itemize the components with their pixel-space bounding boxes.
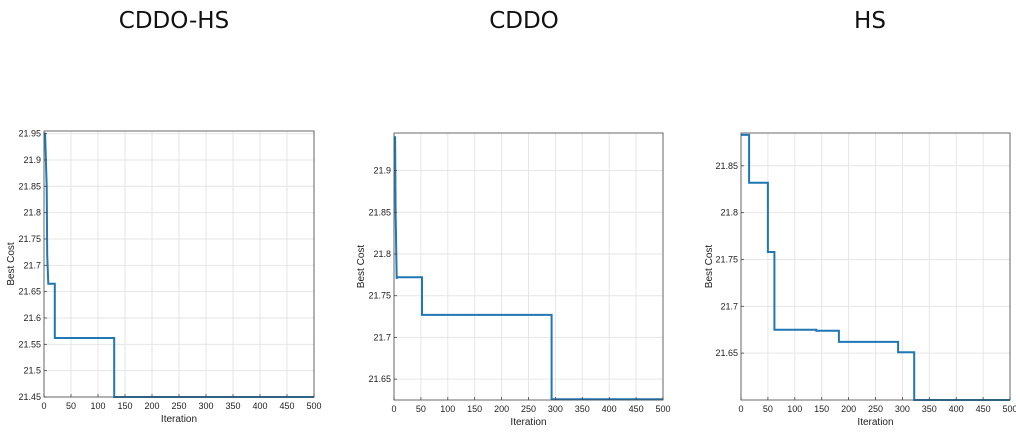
x-tick-label: 100 bbox=[787, 404, 802, 414]
y-tick-label: 21.85 bbox=[18, 181, 41, 191]
y-tick-label: 21.8 bbox=[720, 208, 738, 218]
y-tick-label: 21.9 bbox=[373, 166, 391, 176]
chart-cddo: 0 50 100 150 200 250 300 350 400 450 500 21.65 21.7 2… bbox=[356, 132, 671, 428]
x-tick-label: 200 bbox=[494, 404, 509, 414]
y-tick-label: 21.8 bbox=[23, 208, 41, 218]
y-tick-label: 21.65 bbox=[18, 287, 41, 297]
x-tick-label: 500 bbox=[655, 404, 670, 414]
y-tick-label: 21.55 bbox=[18, 339, 41, 349]
x-tick-label: 300 bbox=[198, 401, 213, 411]
x-tick-label: 50 bbox=[416, 404, 426, 414]
y-axis-label: Best Cost bbox=[356, 245, 367, 289]
chart-title-hs: HS bbox=[854, 8, 886, 34]
x-tick-label: 150 bbox=[814, 404, 829, 414]
x-tick-label: 500 bbox=[1002, 404, 1016, 414]
y-tick-label: 21.75 bbox=[18, 234, 41, 244]
series-line bbox=[394, 136, 663, 401]
y-tick-label: 21.45 bbox=[18, 392, 41, 402]
chart-title-cddo-hs: CDDO-HS bbox=[118, 8, 230, 34]
y-tick-label: 21.9 bbox=[23, 155, 41, 165]
x-tick-label: 200 bbox=[144, 401, 159, 411]
x-tick-label: 100 bbox=[90, 401, 105, 411]
chart-title-cddo: CDDO bbox=[489, 8, 559, 34]
chart-cddo-hs: 0 50 100 150 200 250 300 350 400 450 500 21.45 21.5 2… bbox=[6, 129, 322, 425]
y-tick-label: 21.75 bbox=[368, 291, 391, 301]
x-tick-label: 350 bbox=[225, 401, 240, 411]
x-tick-label: 0 bbox=[738, 404, 743, 414]
x-tick-label: 200 bbox=[841, 404, 856, 414]
y-axis-label: Best Cost bbox=[6, 242, 17, 286]
y-axis-label: Best Cost bbox=[704, 245, 715, 289]
y-tick-label: 21.95 bbox=[18, 129, 41, 139]
y-tick-label: 21.7 bbox=[720, 301, 738, 311]
x-tick-label: 250 bbox=[521, 404, 536, 414]
y-tick-label: 21.7 bbox=[23, 260, 41, 270]
x-tick-label: 300 bbox=[895, 404, 910, 414]
series-line bbox=[741, 133, 1010, 401]
x-tick-label: 250 bbox=[171, 401, 186, 411]
x-tick-label: 100 bbox=[440, 404, 455, 414]
y-tick-label: 21.65 bbox=[715, 348, 738, 358]
x-tick-label: 150 bbox=[467, 404, 482, 414]
x-axis-label: Iteration bbox=[857, 417, 893, 428]
x-tick-label: 400 bbox=[949, 404, 964, 414]
x-tick-label: 250 bbox=[868, 404, 883, 414]
y-tick-label: 21.85 bbox=[368, 207, 391, 217]
y-tick-label: 21.8 bbox=[373, 249, 391, 259]
x-tick-label: 350 bbox=[922, 404, 937, 414]
chart-hs: 0 50 100 150 200 250 300 350 400 450 500 21.65 21.7 2… bbox=[704, 132, 1016, 428]
x-tick-label: 450 bbox=[629, 404, 644, 414]
y-tick-label: 21.6 bbox=[23, 313, 41, 323]
series-line bbox=[44, 132, 314, 398]
x-tick-label: 350 bbox=[575, 404, 590, 414]
x-tick-label: 300 bbox=[548, 404, 563, 414]
x-tick-label: 400 bbox=[252, 401, 267, 411]
x-tick-label: 150 bbox=[117, 401, 132, 411]
y-tick-label: 21.75 bbox=[715, 254, 738, 264]
x-tick-label: 450 bbox=[279, 401, 294, 411]
x-tick-label: 400 bbox=[602, 404, 617, 414]
x-tick-label: 50 bbox=[763, 404, 773, 414]
x-tick-label: 0 bbox=[391, 404, 396, 414]
x-axis-label: Iteration bbox=[510, 417, 546, 428]
x-tick-label: 500 bbox=[306, 401, 321, 411]
x-tick-label: 50 bbox=[66, 401, 76, 411]
y-tick-label: 21.7 bbox=[373, 332, 391, 342]
x-tick-label: 0 bbox=[41, 401, 46, 411]
x-axis-label: Iteration bbox=[161, 414, 197, 425]
x-tick-label: 450 bbox=[976, 404, 991, 414]
y-tick-label: 21.85 bbox=[715, 161, 738, 171]
y-tick-label: 21.65 bbox=[368, 374, 391, 384]
y-tick-label: 21.5 bbox=[23, 366, 41, 376]
